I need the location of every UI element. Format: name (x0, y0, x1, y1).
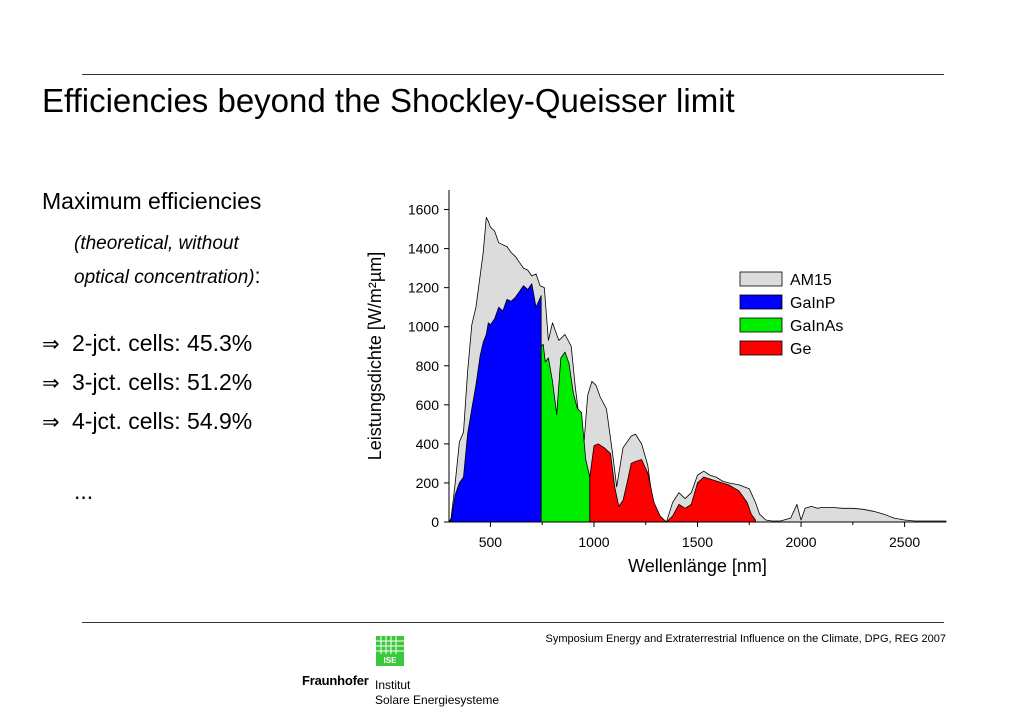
bullet-text: 2-jct. cells: 45.3% (72, 330, 253, 356)
bullet-text: 3-jct. cells: 51.2% (72, 369, 253, 395)
series-area-gainp (448, 283, 542, 523)
x-tick-label: 2500 (889, 534, 920, 550)
legend-label: GaInP (790, 295, 835, 312)
y-tick-label: 0 (431, 514, 439, 530)
ise-badge-label: ISE (384, 656, 398, 665)
y-tick-label: 800 (416, 358, 440, 374)
series-area-gainas (540, 343, 591, 523)
fraunhofer-logo: ISE Fraunhofer Institut Solare Energiesy… (302, 636, 502, 716)
implies-arrow-icon: ⇒ (42, 371, 60, 395)
y-tick-label: 1000 (408, 319, 439, 335)
legend-swatch-am15 (739, 271, 783, 287)
legend-swatch-gainas (739, 317, 783, 333)
bullet-item: ⇒ 3-jct. cells: 51.2% (42, 369, 252, 396)
content-heading: Maximum efficiencies (42, 188, 262, 214)
y-tick-label: 400 (416, 436, 440, 452)
ellipsis: ... (74, 478, 94, 504)
subtext-line-1: (theoretical, without (74, 233, 239, 254)
x-axis-label: Wellenlänge [nm] (628, 556, 767, 576)
subtext-colon: : (254, 265, 261, 288)
bottom-divider (82, 622, 944, 623)
legend-label: GaInAs (790, 318, 843, 335)
top-divider (82, 74, 944, 75)
subtext-line-2-text: optical concentration) (74, 267, 255, 288)
y-tick-label: 600 (416, 397, 440, 413)
y-axis-label: Leistungsdichte [W/m²µm] (365, 252, 385, 460)
y-tick-label: 200 (416, 475, 440, 491)
slide-title: Efficiencies beyond the Shockley-Queisse… (42, 82, 735, 119)
y-tick-label: 1200 (408, 280, 439, 296)
legend-swatch-gainp (739, 294, 783, 310)
legend-label: AM15 (790, 272, 832, 289)
subtext-line-2: optical concentration): (74, 265, 260, 289)
logo-subtitle-1: Institut (375, 678, 411, 692)
legend-label: Ge (790, 341, 811, 358)
x-tick-label: 1500 (682, 534, 713, 550)
ise-badge-icon: ISE (376, 636, 404, 666)
logo-name: Fraunhofer (302, 673, 369, 688)
implies-arrow-icon: ⇒ (42, 332, 60, 356)
legend-swatch-ge (739, 340, 783, 356)
bullet-item: ⇒ 2-jct. cells: 45.3% (42, 330, 252, 357)
logo-subtitle-2: Solare Energiesysteme (375, 693, 500, 707)
implies-arrow-icon: ⇒ (42, 410, 60, 434)
footer-text: Symposium Energy and Extraterrestrial In… (545, 633, 946, 645)
bullet-item: ⇒ 4-jct. cells: 54.9% (42, 408, 252, 435)
x-tick-label: 500 (479, 534, 503, 550)
bullet-text: 4-jct. cells: 54.9% (72, 408, 253, 434)
y-tick-label: 1400 (408, 241, 439, 257)
x-tick-label: 1000 (578, 534, 609, 550)
y-tick-label: 1600 (408, 202, 439, 218)
x-tick-label: 2000 (785, 534, 816, 550)
